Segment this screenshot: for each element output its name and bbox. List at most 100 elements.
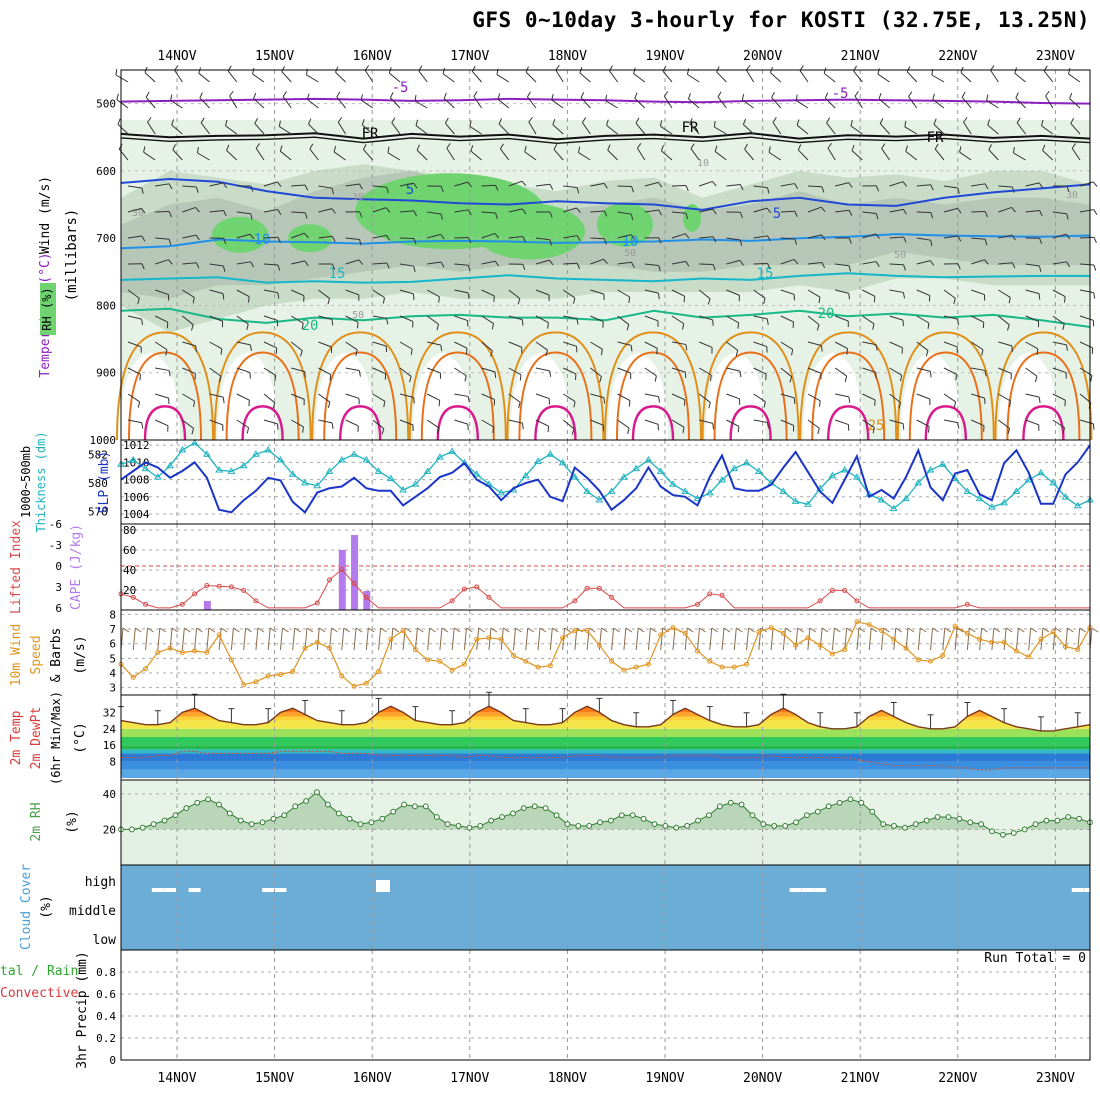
wind-barb-flag bbox=[1006, 324, 1010, 331]
lifted-marker bbox=[486, 594, 492, 600]
wind-barb bbox=[499, 148, 510, 161]
wind-barb bbox=[1025, 263, 1040, 267]
isotherm-label: FR bbox=[927, 130, 944, 146]
wind-speed-marker bbox=[1001, 639, 1007, 645]
wind-tick-label: 5 bbox=[109, 652, 116, 665]
wind-barb bbox=[443, 98, 455, 109]
surface-barb bbox=[819, 627, 823, 651]
wind-barb-flag bbox=[850, 120, 853, 127]
wind-barb bbox=[182, 341, 196, 347]
pressure-tick-label: 600 bbox=[96, 165, 116, 178]
ylabel-2m-temp: 2m Temp bbox=[9, 710, 24, 765]
wind-barb-flag bbox=[137, 298, 140, 305]
wind-barb-flag bbox=[844, 375, 848, 382]
wind-barb bbox=[155, 367, 170, 371]
wind-barb bbox=[426, 289, 440, 298]
wind-barb bbox=[291, 184, 306, 187]
wind-speed-marker bbox=[1013, 648, 1019, 654]
surface-barb bbox=[378, 627, 382, 651]
wind-barb-flag bbox=[1093, 209, 1098, 215]
wind-barb bbox=[281, 71, 292, 83]
wind-barb bbox=[154, 341, 168, 351]
wind-barb bbox=[526, 96, 537, 109]
wind-barb-flag bbox=[794, 183, 799, 189]
wind-barb-flag bbox=[663, 91, 669, 97]
wind-barb bbox=[308, 123, 319, 135]
surface-barb-flag bbox=[588, 627, 596, 633]
wind-speed-marker bbox=[609, 658, 615, 664]
wind-barb bbox=[345, 341, 358, 351]
wind-barb bbox=[361, 124, 374, 135]
wind-barb-flag bbox=[358, 259, 364, 265]
lifted-marker bbox=[228, 584, 234, 590]
temp-stripe bbox=[121, 769, 1090, 778]
surface-barb-flag bbox=[478, 627, 485, 633]
rh2m-marker bbox=[1076, 815, 1083, 822]
wind-barb bbox=[943, 315, 958, 320]
surface-barb-flag bbox=[1005, 627, 1013, 633]
isotherm-label: -5 bbox=[832, 86, 849, 102]
thickness-tick-label: 578 bbox=[88, 505, 108, 518]
temp-stripe bbox=[121, 753, 1090, 762]
wind-barb bbox=[726, 393, 740, 400]
surface-barb bbox=[770, 627, 774, 651]
wind-barb-flag bbox=[766, 207, 772, 214]
wind-barb bbox=[209, 182, 224, 187]
wind-speed-marker bbox=[560, 635, 566, 641]
cloud-gap bbox=[789, 888, 802, 892]
wind-barb bbox=[970, 341, 984, 351]
ylabel-thickness-2: Thickness (dm) bbox=[34, 431, 48, 532]
wind-barb bbox=[291, 211, 306, 214]
rh2m-marker bbox=[510, 810, 516, 817]
wind-barb bbox=[236, 261, 251, 265]
wind-barb-flag bbox=[446, 143, 451, 149]
rh-legend-label: RH (%) bbox=[40, 287, 54, 330]
surface-barb-flag bbox=[785, 627, 792, 633]
wind-barb bbox=[563, 262, 578, 265]
wind-barb-flag bbox=[627, 427, 630, 434]
wind-barb bbox=[372, 315, 387, 319]
rh2m-marker bbox=[1054, 817, 1061, 824]
wind-barb bbox=[970, 315, 985, 323]
surface-barb-flag bbox=[736, 627, 743, 633]
rh2m-marker bbox=[205, 796, 212, 803]
wind-barb bbox=[117, 123, 129, 135]
surface-barb-flag bbox=[184, 627, 191, 633]
temp-stripe bbox=[121, 700, 1090, 704]
rh-green-blob bbox=[597, 202, 653, 247]
thickness-marker bbox=[644, 456, 653, 463]
wind-barb-flag bbox=[1015, 92, 1019, 99]
wind-barb bbox=[590, 341, 603, 350]
wind-barb-flag bbox=[141, 263, 145, 270]
wind-barb-flag bbox=[222, 293, 225, 300]
wind-barb bbox=[671, 419, 685, 428]
wind-barb-flag bbox=[440, 186, 444, 193]
wind-barb bbox=[263, 263, 279, 266]
wind-barb-flag bbox=[490, 350, 493, 357]
lifted-marker bbox=[707, 591, 713, 597]
wind-barb bbox=[943, 235, 958, 239]
wind-barb bbox=[508, 208, 523, 213]
wind-barb-flag bbox=[304, 212, 308, 219]
cloud-level-label: high bbox=[85, 875, 116, 890]
wind-barb bbox=[644, 393, 659, 398]
wind-barb-flag bbox=[903, 236, 907, 243]
wind-speed-marker bbox=[1075, 647, 1081, 653]
rh2m-marker bbox=[891, 822, 897, 829]
isotherm-label: FR bbox=[682, 120, 699, 136]
wind-barb bbox=[971, 393, 985, 399]
wind-barb-flag bbox=[957, 208, 962, 214]
surface-barb-flag bbox=[441, 627, 449, 633]
surface-barb bbox=[733, 627, 737, 651]
rh2m-marker bbox=[684, 822, 691, 829]
ylabel-precip: 3hr Precip (mm) bbox=[75, 951, 90, 1068]
thickness-marker bbox=[1000, 498, 1009, 506]
wind-barb-flag bbox=[281, 66, 285, 72]
wind-barb bbox=[416, 149, 428, 161]
wind-barb bbox=[535, 419, 549, 427]
wind-barb bbox=[469, 125, 482, 135]
wind-barb bbox=[617, 419, 630, 429]
warm-isotherm bbox=[827, 405, 870, 441]
wind-barb bbox=[1052, 393, 1066, 401]
rh2m-area-lower bbox=[121, 829, 1090, 865]
